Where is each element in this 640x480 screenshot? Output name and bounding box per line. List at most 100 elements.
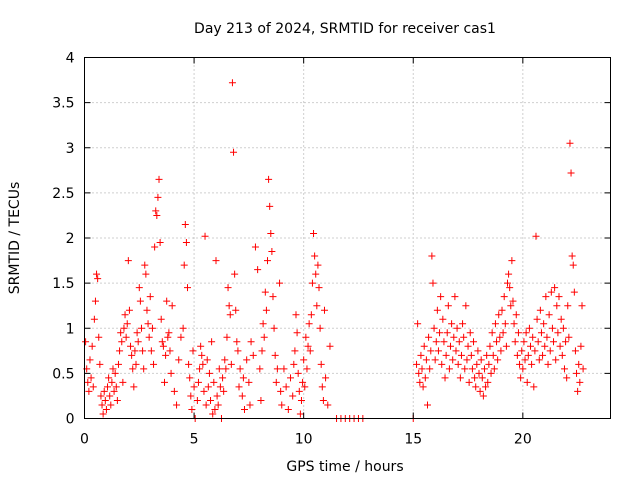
data-point <box>563 374 571 382</box>
data-point <box>455 338 463 346</box>
data-point <box>484 378 492 386</box>
y-tick-label: 1 <box>66 321 75 337</box>
data-point <box>543 333 551 341</box>
data-point <box>173 401 181 409</box>
data-point <box>213 392 221 400</box>
data-point <box>571 347 579 355</box>
data-point <box>84 378 92 386</box>
data-point <box>270 324 278 332</box>
data-point <box>473 360 481 368</box>
data-point <box>137 324 145 332</box>
data-point <box>284 405 292 413</box>
data-point <box>305 320 313 328</box>
data-point <box>113 396 121 404</box>
data-point <box>547 288 555 296</box>
data-point <box>134 338 142 346</box>
data-point <box>152 207 160 215</box>
data-point <box>422 356 430 364</box>
data-point <box>150 360 158 368</box>
data-point <box>314 261 322 269</box>
data-point <box>444 302 452 310</box>
data-point <box>462 302 470 310</box>
data-point <box>486 342 494 350</box>
data-point <box>261 288 269 296</box>
y-tick-labels: 0 0.5 1 1.5 2 2.5 3 3.5 4 <box>52 51 74 428</box>
y-tick-label: 1.5 <box>52 276 74 292</box>
y-tick-label: 2 <box>66 231 75 247</box>
data-point <box>282 383 290 391</box>
data-point <box>190 383 198 391</box>
data-point <box>434 347 442 355</box>
data-point <box>120 324 128 332</box>
data-point <box>579 365 587 373</box>
data-point <box>545 311 553 319</box>
data-point <box>99 410 107 418</box>
data-point <box>460 333 468 341</box>
data-point <box>555 293 563 301</box>
data-point <box>483 351 491 359</box>
data-point <box>295 387 303 395</box>
data-point <box>106 392 114 400</box>
data-point <box>225 302 233 310</box>
data-point <box>88 342 96 350</box>
data-point <box>85 387 93 395</box>
data-point <box>525 324 533 332</box>
data-point <box>449 356 457 364</box>
x-tick-labels: 0 5 10 15 20 <box>80 432 532 448</box>
data-point <box>544 360 552 368</box>
data-point <box>256 365 264 373</box>
data-point <box>418 365 426 373</box>
data-point <box>318 383 326 391</box>
data-point <box>556 342 564 350</box>
data-point <box>114 360 122 368</box>
data-point <box>428 252 436 260</box>
data-point <box>548 324 556 332</box>
data-point <box>569 261 577 269</box>
data-point <box>496 333 504 341</box>
data-point <box>425 333 433 341</box>
data-point <box>223 333 231 341</box>
data-point <box>289 392 297 400</box>
data-point <box>163 297 171 305</box>
data-point <box>426 365 434 373</box>
data-point <box>100 387 108 395</box>
data-point <box>520 338 528 346</box>
data-point <box>317 360 325 368</box>
data-point <box>307 311 315 319</box>
data-point <box>308 279 316 287</box>
data-point <box>530 383 538 391</box>
data-point <box>313 302 321 310</box>
data-point <box>497 347 505 355</box>
data-point <box>513 351 521 359</box>
data-point <box>224 284 232 292</box>
data-point <box>431 356 439 364</box>
data-point <box>108 378 116 386</box>
x-tick-label: 10 <box>295 432 313 448</box>
data-point <box>540 320 548 328</box>
data-point <box>296 410 304 418</box>
data-point <box>528 360 536 368</box>
data-point <box>266 202 274 210</box>
data-point <box>290 360 298 368</box>
chart-title: Day 213 of 2024, SRMTID for receiver cas… <box>194 21 496 37</box>
data-point <box>157 315 165 323</box>
data-point <box>311 252 319 260</box>
data-point <box>110 387 118 395</box>
data-point <box>203 356 211 364</box>
data-point <box>300 356 308 364</box>
data-point <box>251 243 259 251</box>
data-point <box>104 383 112 391</box>
data-point <box>245 378 253 386</box>
data-point <box>216 383 224 391</box>
data-point <box>301 383 309 391</box>
data-point <box>518 347 526 355</box>
data-point <box>414 320 422 328</box>
data-point <box>503 279 511 287</box>
data-point <box>159 342 167 350</box>
data-point <box>436 329 444 337</box>
data-point <box>101 396 109 404</box>
data-point <box>491 320 499 328</box>
data-point <box>291 347 299 355</box>
data-point <box>519 365 527 373</box>
data-point <box>271 351 279 359</box>
